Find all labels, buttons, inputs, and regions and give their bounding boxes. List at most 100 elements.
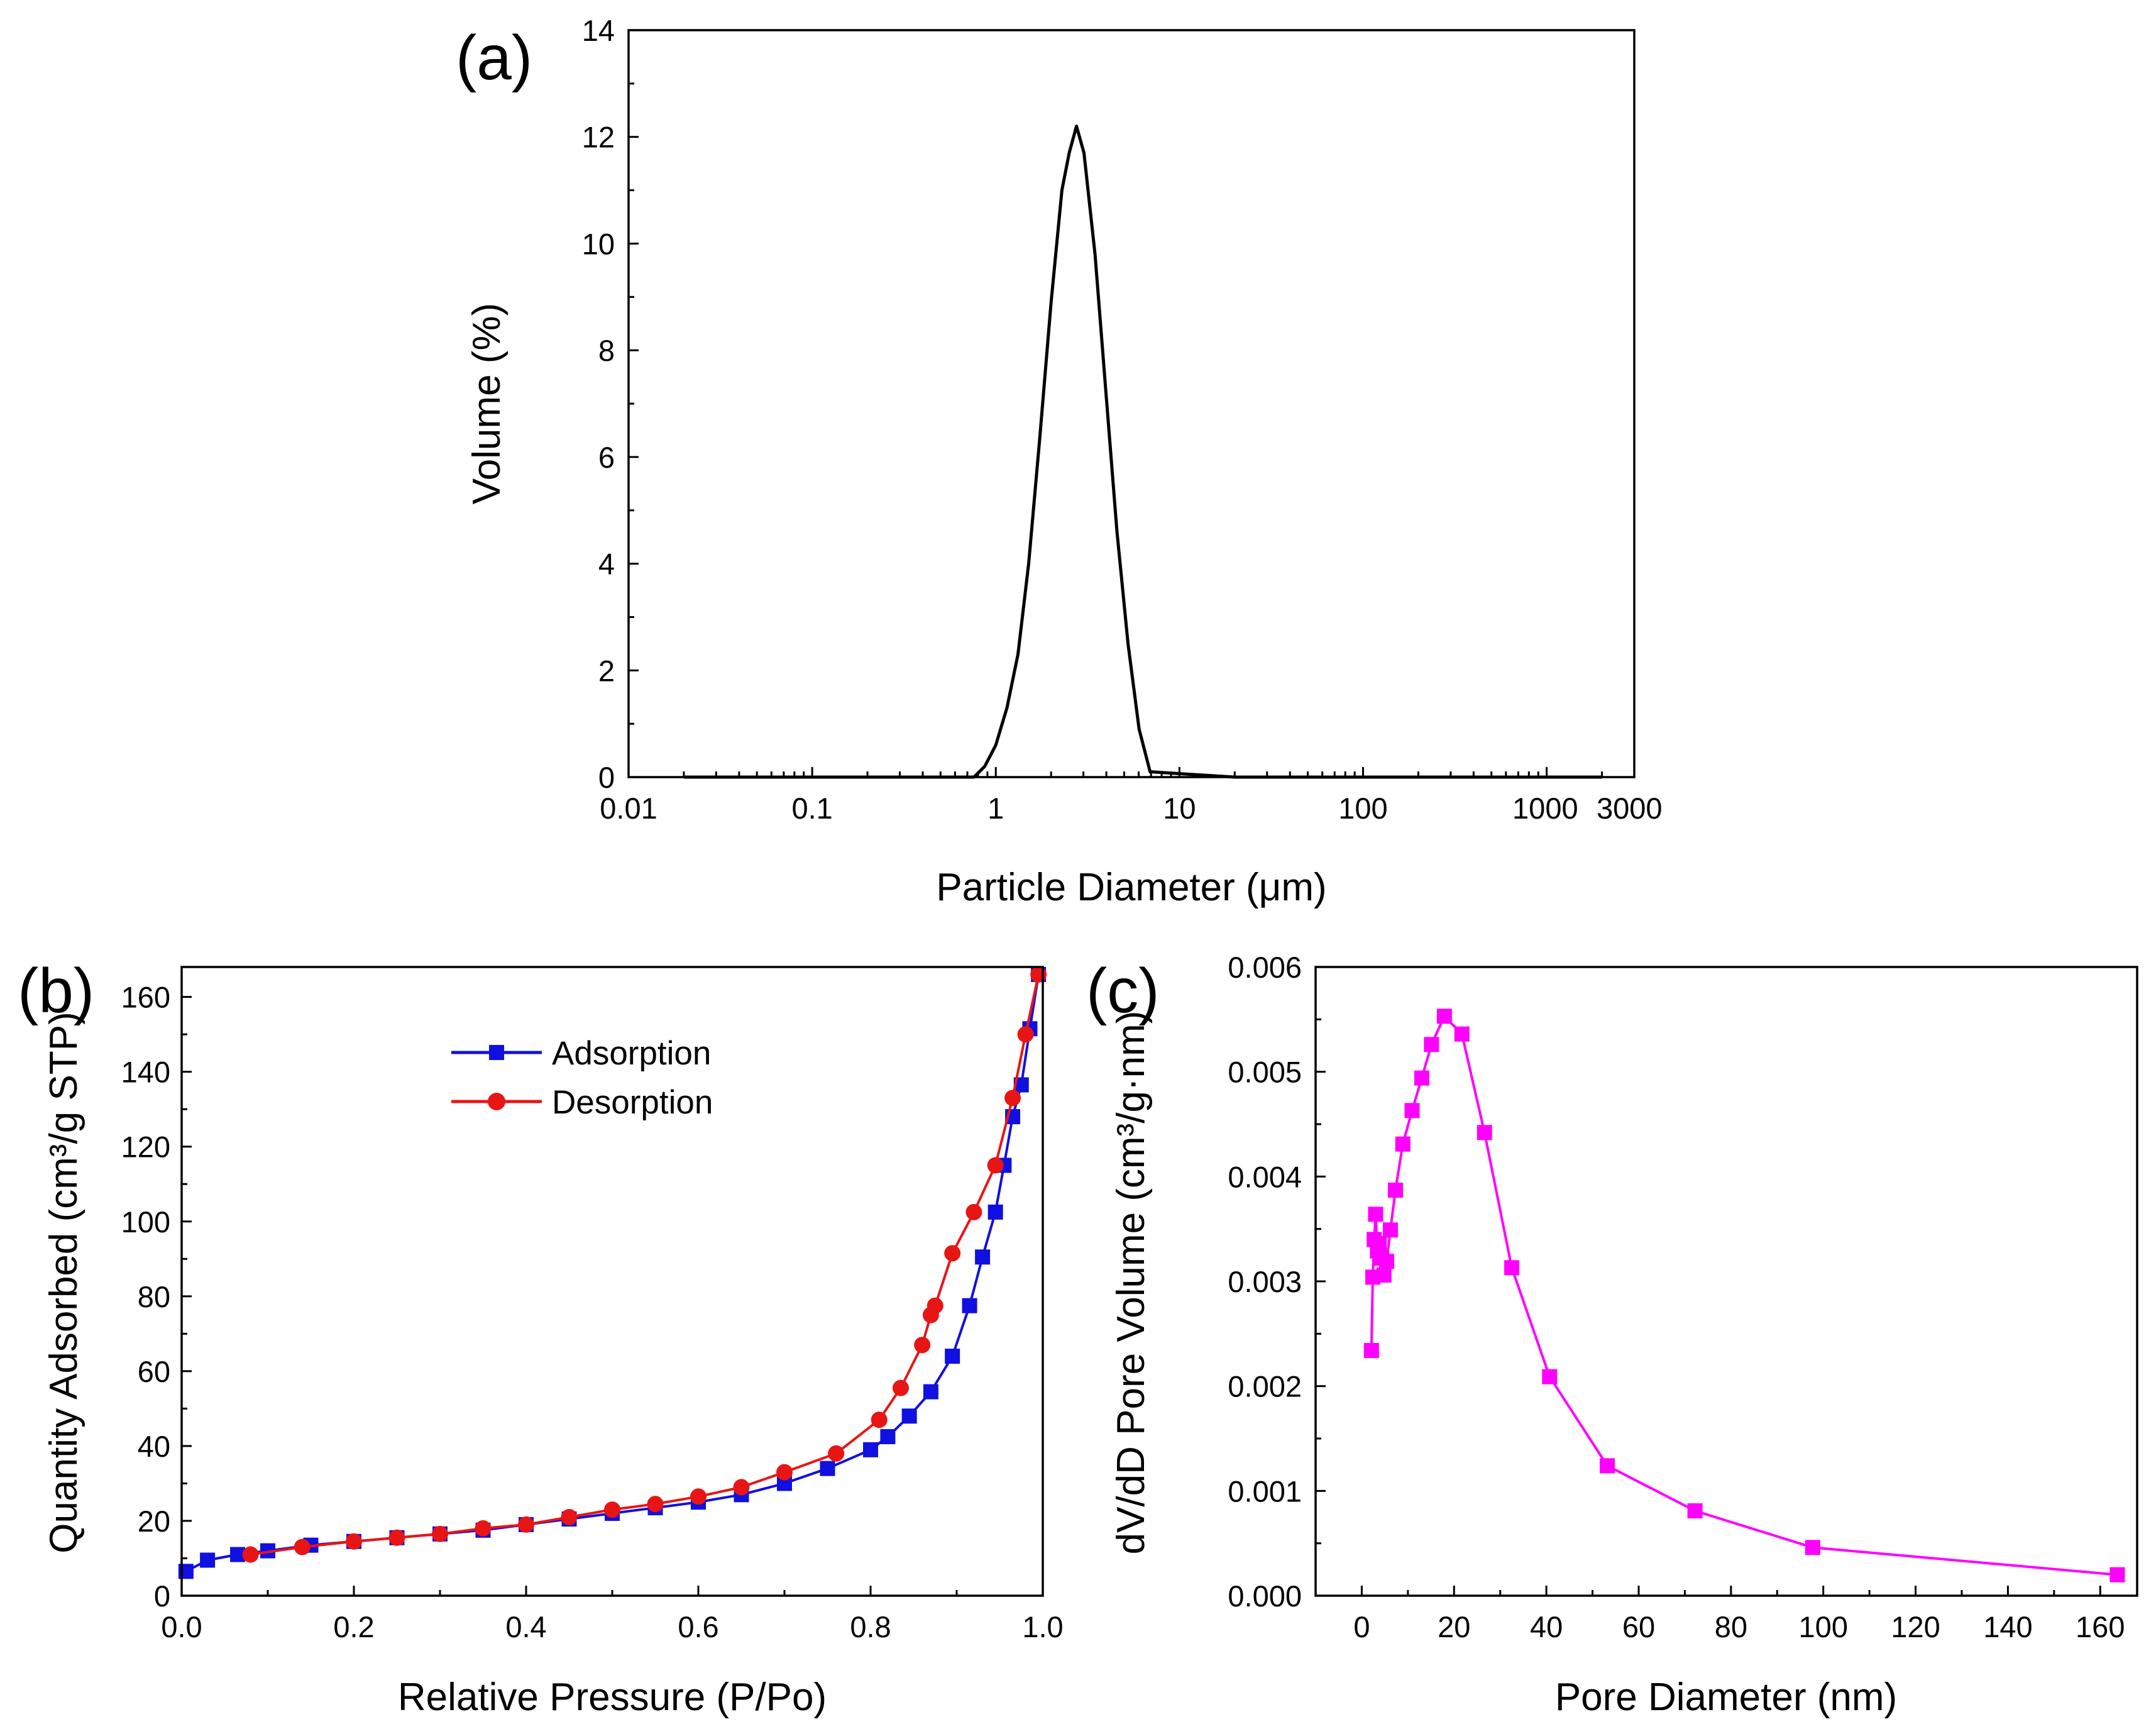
panel-a-y-tick-label: 8 bbox=[598, 334, 615, 367]
panel-a-x-tick-label: 1000 bbox=[1512, 792, 1578, 825]
panel-b-x-axis-title: Relative Pressure (P/Po) bbox=[398, 1676, 827, 1719]
panel-a-x-tick-label: 3000 bbox=[1597, 792, 1663, 825]
panel-b-desorption-point bbox=[388, 1529, 405, 1546]
panel-a-x-tick-label: 0.01 bbox=[600, 792, 657, 825]
panel-b-y-tick-label: 140 bbox=[121, 1056, 170, 1089]
panel-b-desorption-point bbox=[432, 1525, 448, 1542]
panel-c-dv-dd-point bbox=[1395, 1136, 1411, 1152]
panel-c-y-tick-label: 0.005 bbox=[1228, 1056, 1302, 1089]
legend-desorption-marker bbox=[488, 1093, 505, 1110]
panel-b-desorption-point bbox=[733, 1479, 750, 1496]
panel-c-y-tick-label: 0.002 bbox=[1228, 1370, 1302, 1403]
panel-c-dv-dd-point bbox=[1388, 1183, 1404, 1198]
panel-b-x-tick-label: 0.8 bbox=[850, 1610, 891, 1643]
panel-b-desorption-point bbox=[346, 1533, 362, 1550]
panel-a-x-tick-label: 10 bbox=[1163, 792, 1196, 825]
panel-b-x-tick-label: 0.4 bbox=[505, 1610, 546, 1643]
panel-c-dv-dd-point bbox=[1600, 1458, 1615, 1474]
panel-c-y-tick-label: 0.001 bbox=[1228, 1474, 1302, 1508]
panel-a-y-tick-label: 12 bbox=[582, 121, 615, 154]
panel-b-adsorption-point bbox=[901, 1408, 917, 1424]
panel-c-x-tick-label: 40 bbox=[1530, 1610, 1563, 1643]
panel-a-volume-line bbox=[683, 124, 1602, 779]
panel-c-dv-dd-line bbox=[1370, 1015, 2118, 1576]
panel-c-dv-dd-point bbox=[1404, 1103, 1420, 1119]
panel-b-legend: Adsorption Desorption bbox=[451, 1035, 713, 1121]
panel-b-isotherm: 0.0 0.2 0.4 0.6 0.8 1.0020406080100120140160 … bbox=[18, 956, 1064, 1719]
panel-a-y-tick-label: 4 bbox=[598, 548, 615, 581]
legend-adsorption-label: Adsorption bbox=[552, 1035, 711, 1072]
panel-a-x-tick-label: 100 bbox=[1338, 792, 1387, 825]
panel-b-y-tick-label: 60 bbox=[138, 1355, 170, 1388]
panel-b-y-tick-label: 40 bbox=[138, 1430, 170, 1463]
legend-desorption-label: Desorption bbox=[552, 1084, 713, 1121]
panel-a-particle-size: 0.01 0.1 1 10 100 1000 3000 0 2 4 6 8 10 12 14 (a) Par… bbox=[456, 14, 1663, 909]
panel-c-dv-dd-point bbox=[1382, 1222, 1398, 1238]
panel-b-x-tick-label: 1.0 bbox=[1022, 1610, 1063, 1643]
panel-c-x-tick-label: 100 bbox=[1798, 1610, 1847, 1643]
panel-a-label: (a) bbox=[456, 23, 532, 93]
panel-a-y-tick-label: 0 bbox=[598, 761, 615, 794]
panel-b-y-tick-label: 20 bbox=[138, 1505, 170, 1538]
panel-b-adsorption-point bbox=[880, 1429, 896, 1445]
panel-c-y-tick-label: 0.003 bbox=[1228, 1265, 1302, 1298]
panel-b-desorption-point bbox=[965, 1203, 982, 1220]
panel-b-y-tick-label: 160 bbox=[121, 981, 170, 1014]
panel-b-desorption-point bbox=[647, 1496, 664, 1513]
panel-a-y-tick-label: 6 bbox=[598, 441, 615, 474]
panel-b-x-tick-label: 0.6 bbox=[678, 1610, 718, 1643]
panel-b-desorption-point bbox=[294, 1538, 311, 1555]
panel-c-dv-dd-point bbox=[1424, 1037, 1439, 1052]
panel-c-dv-dd-point bbox=[1477, 1125, 1492, 1141]
panel-b-adsorption-point bbox=[975, 1249, 991, 1265]
panel-b-y-axis-title: Quantity Adsorbed (cm³/g STP) bbox=[42, 1012, 85, 1553]
panel-c-x-tick-label: 80 bbox=[1715, 1610, 1747, 1643]
panel-b-x-tick-label: 0.0 bbox=[161, 1610, 202, 1643]
panel-c-dv-dd-point bbox=[1372, 1236, 1387, 1251]
panel-a-y-tick-label: 2 bbox=[598, 654, 615, 687]
panel-b-y-tick-label: 0 bbox=[154, 1579, 170, 1613]
panel-c-y-tick-label: 0.004 bbox=[1228, 1160, 1302, 1193]
panel-b-label: (b) bbox=[18, 956, 94, 1026]
panel-b-y-tick-label: 100 bbox=[121, 1205, 170, 1239]
panel-a-y-tick-label: 14 bbox=[582, 14, 615, 47]
panel-b-y-tick-label: 80 bbox=[138, 1280, 170, 1313]
panel-b-adsorption-point bbox=[945, 1349, 960, 1364]
panel-c-x-tick-label: 160 bbox=[2076, 1610, 2125, 1643]
panel-b-desorption-point bbox=[922, 1306, 939, 1323]
panel-c-dv-dd-point bbox=[2109, 1567, 2125, 1583]
panel-c-x-tick-label: 140 bbox=[1983, 1610, 2032, 1643]
panel-a-x-axis-title: Particle Diameter (μm) bbox=[936, 866, 1326, 909]
panel-c-x-tick-label: 0 bbox=[1353, 1610, 1370, 1643]
panel-b-desorption-point bbox=[1017, 1026, 1034, 1043]
panel-c-y-tick-label: 0.000 bbox=[1228, 1579, 1302, 1613]
panel-b-adsorption-point bbox=[962, 1298, 977, 1313]
panel-c-pore-distribution: 0 20 40 60 80 100 120 140 160 0.000 0.001 0.002 0.00… bbox=[1086, 951, 2138, 1719]
panel-b-desorption-point bbox=[561, 1509, 578, 1525]
panel-b-plot-frame bbox=[180, 966, 1044, 1597]
panel-c-plot-frame bbox=[1314, 966, 2138, 1597]
panel-c-dv-dd-point bbox=[1542, 1369, 1558, 1384]
panel-b-desorption-point bbox=[871, 1411, 888, 1428]
legend-adsorption-marker bbox=[489, 1045, 504, 1060]
panel-b-x-tick-label: 0.2 bbox=[333, 1610, 374, 1643]
panel-b-desorption-point bbox=[944, 1245, 961, 1262]
panel-b-desorption-point bbox=[892, 1379, 909, 1396]
panel-c-dv-dd-point bbox=[1687, 1503, 1703, 1518]
panel-b-desorption-point bbox=[518, 1516, 534, 1533]
panel-b-desorption-point bbox=[1030, 966, 1047, 983]
panel-c-dv-dd-point bbox=[1414, 1070, 1429, 1086]
panel-a-x-tick-label: 1 bbox=[987, 792, 1004, 825]
panel-c-dv-dd-point bbox=[1363, 1343, 1379, 1358]
panel-b-adsorption-point bbox=[923, 1384, 938, 1400]
panel-c-x-axis-title: Pore Diameter (nm) bbox=[1555, 1676, 1897, 1719]
panel-c-dv-dd-point bbox=[1376, 1268, 1392, 1283]
panel-c-y-tick-label: 0.006 bbox=[1228, 951, 1302, 984]
panel-a-plot-frame bbox=[627, 29, 1636, 778]
panel-b-desorption-point bbox=[914, 1337, 931, 1354]
panel-b-desorption-point bbox=[828, 1445, 845, 1462]
panel-c-x-tick-label: 60 bbox=[1622, 1610, 1655, 1643]
panel-b-desorption-point bbox=[1004, 1090, 1021, 1107]
panel-b-adsorption-point bbox=[987, 1204, 1003, 1220]
panel-c-dv-dd-point bbox=[1454, 1026, 1470, 1042]
